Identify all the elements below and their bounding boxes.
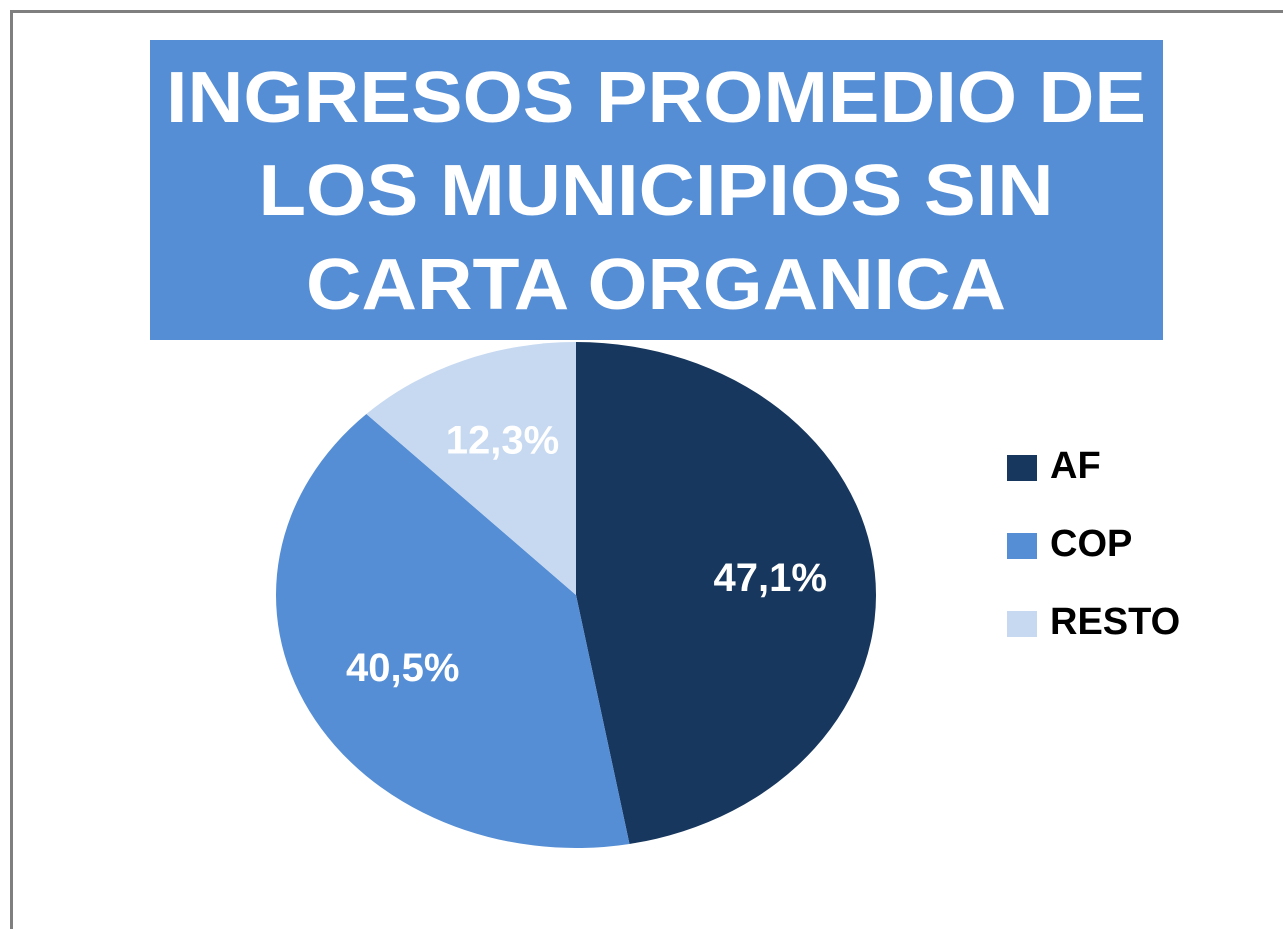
frame: [10, 10, 1283, 929]
pie-slice: [366, 342, 576, 595]
title-box: [150, 40, 1163, 340]
legend-swatch: [1007, 455, 1037, 481]
pie-slice: [576, 342, 877, 844]
legend-swatch: [1007, 533, 1037, 559]
legend-label: AF: [1050, 445, 1101, 487]
legend-label: COP: [1050, 523, 1132, 565]
data-label: 47,1%: [714, 556, 827, 600]
legend-label: RESTO: [1050, 601, 1180, 643]
chart-title: LOS MUNICIPIOS SIN: [259, 151, 1054, 231]
chart-title: CARTA ORGANICA: [306, 245, 1006, 325]
chart-title: INGRESOS PROMEDIO DE: [166, 58, 1146, 138]
pie-slice: [275, 414, 630, 848]
data-label: 40,5%: [346, 646, 459, 690]
data-label: 12,3%: [446, 418, 559, 462]
legend-swatch: [1007, 611, 1037, 637]
